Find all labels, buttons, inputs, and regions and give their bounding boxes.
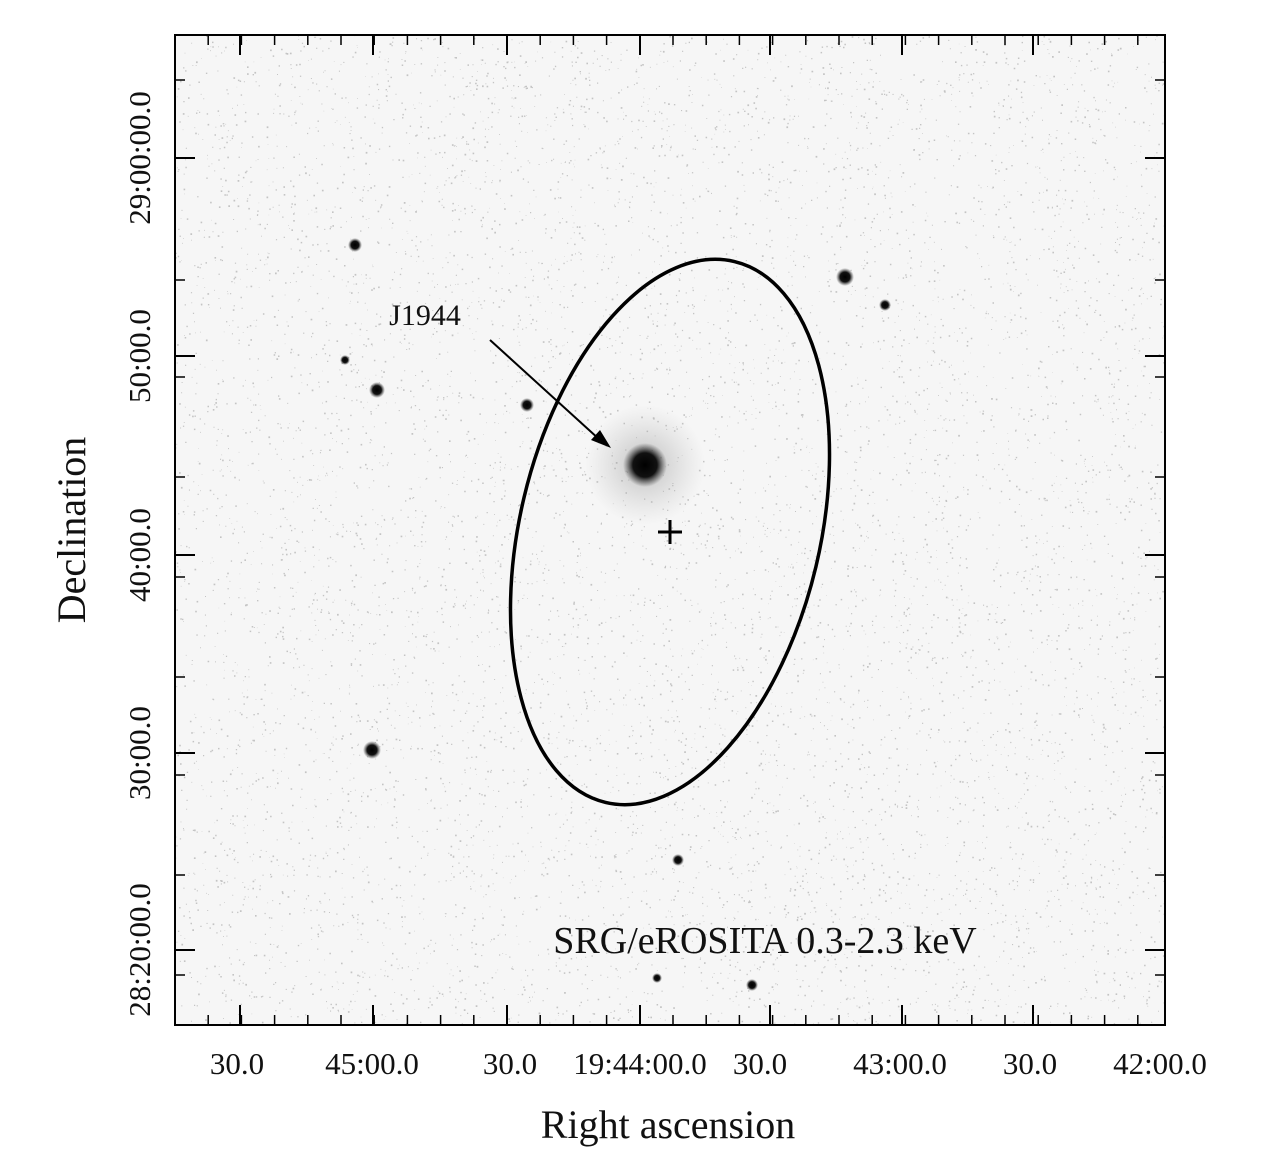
source-label: J1944	[389, 299, 461, 332]
source	[369, 382, 385, 398]
x-axis-label: Right ascension	[541, 1102, 795, 1147]
y-tick-label: 50:00.0	[122, 309, 157, 403]
band-label: SRG/eROSITA 0.3-2.3 keV	[553, 920, 977, 962]
x-tick-label: 30.0	[210, 1046, 264, 1081]
y-tick-label: 28:20:00.0	[122, 883, 157, 1016]
source	[520, 398, 534, 412]
y-tick-label: 29:00:00.0	[122, 91, 157, 224]
arrow-head	[591, 430, 611, 448]
source	[363, 741, 381, 759]
x-tick-label: 19:44:00.0	[573, 1046, 706, 1081]
y-axis-label: Declination	[49, 437, 94, 624]
center-cross	[658, 520, 682, 544]
x-tick-label: 30.0	[733, 1046, 787, 1081]
x-tick-label: 30.0	[483, 1046, 537, 1081]
x-tick-label: 43:00.0	[853, 1046, 947, 1081]
x-tick-label: 30.0	[1003, 1046, 1057, 1081]
noise-dots	[175, 35, 1165, 1025]
x-tick-label: 45:00.0	[325, 1046, 419, 1081]
source	[836, 268, 854, 286]
image-noise	[175, 35, 1165, 1025]
frame	[174, 34, 1166, 1026]
source	[623, 443, 667, 487]
source	[746, 979, 758, 991]
error-ellipse	[508, 257, 832, 807]
sources	[340, 238, 891, 991]
source	[348, 238, 362, 252]
source	[672, 854, 684, 866]
arrow	[489, 339, 601, 441]
ticks: 30.0 45:00.0 30.0 19:44:00.0 30.0 43:00.0 30.0…	[122, 35, 1207, 1081]
source	[879, 299, 891, 311]
x-tick-label: 42:00.0	[1113, 1046, 1207, 1081]
source	[652, 973, 662, 983]
y-tick-label: 30:00.0	[122, 706, 157, 800]
source	[340, 355, 350, 365]
y-tick-label: 40:00.0	[122, 508, 157, 602]
